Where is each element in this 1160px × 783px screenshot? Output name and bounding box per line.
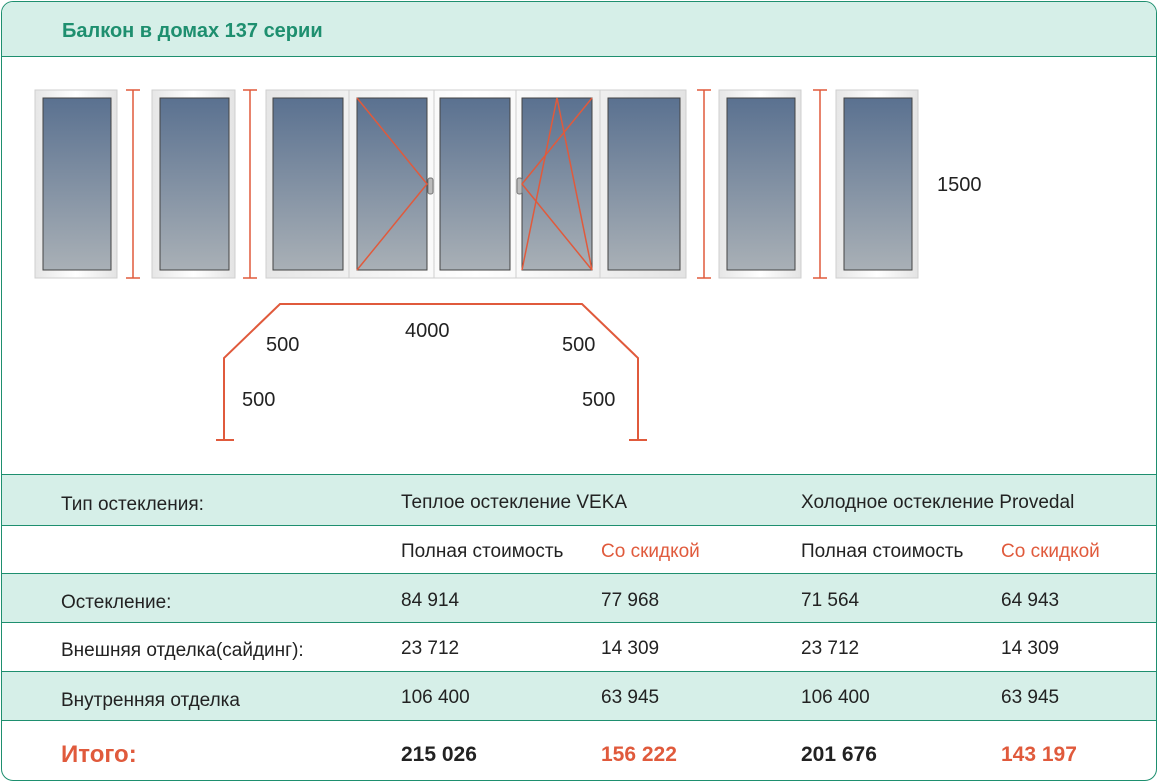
cold-title: Холодное остекление Provedal: [801, 492, 1075, 513]
diag-right-label: 500: [562, 334, 596, 356]
balcony-diagram: 1500 4000 500 500 500 500: [2, 56, 1156, 476]
warm-full-header: Полная стоимость: [401, 541, 564, 562]
windows-drawing: [34, 89, 919, 441]
row-label: Остекление:: [61, 592, 172, 613]
warm-disc-header: Со скидкой: [601, 541, 700, 562]
warm-title: Теплое остекление VEKA: [401, 492, 628, 513]
height-markers: [126, 89, 827, 279]
type-label: Тип остекления:: [61, 494, 204, 515]
warm-full-value: 84 914: [401, 590, 460, 611]
cold-full-value: 23 712: [801, 638, 860, 659]
row-label: Внутренняя отделка: [61, 690, 240, 711]
cold-disc-value: 14 309: [1001, 638, 1060, 659]
side-left-label: 500: [242, 389, 276, 411]
table-total-row: Итого: 215 026 156 222 201 676 143 197: [2, 721, 1156, 780]
cold-disc-value: 64 943: [1001, 590, 1060, 611]
warm-disc-value: 14 309: [601, 638, 660, 659]
page-title: Балкон в домах 137 серии: [62, 20, 323, 42]
cold-disc-total: 143 197: [1001, 743, 1077, 766]
table-row: Внутренняя отделка 106 400 63 945 106 40…: [2, 671, 1156, 721]
cold-full-header: Полная стоимость: [801, 541, 964, 562]
warm-full-value: 23 712: [401, 638, 460, 659]
cold-full-value: 71 564: [801, 590, 860, 611]
warm-full-value: 106 400: [401, 687, 470, 708]
window-side-left-1: [34, 89, 118, 279]
table-type-row: Тип остекления: Теплое остекление VEKA Х…: [2, 474, 1156, 526]
warm-full-total: 215 026: [401, 743, 477, 766]
card-header: Балкон в домах 137 серии: [2, 2, 1156, 57]
table-subheader-row: Полная стоимость Со скидкой Полная стоим…: [2, 526, 1156, 574]
cold-disc-value: 63 945: [1001, 687, 1060, 708]
window-side-right-2: [835, 89, 919, 279]
table-row: Внешняя отделка(сайдинг): 23 712 14 309 …: [2, 623, 1156, 671]
cold-disc-header: Со скидкой: [1001, 541, 1100, 562]
warm-disc-value: 63 945: [601, 687, 660, 708]
front-length-label: 4000: [405, 320, 450, 342]
window-side-right-1: [718, 89, 802, 279]
height-label: 1500: [937, 174, 982, 196]
window-front: [265, 89, 687, 279]
table-row: Остекление: 84 914 77 968 71 564 64 943: [2, 573, 1156, 623]
balcony-plan-outline: [223, 303, 639, 440]
side-right-label: 500: [582, 389, 616, 411]
diag-left-label: 500: [266, 334, 300, 356]
row-label: Внешняя отделка(сайдинг):: [61, 640, 304, 661]
warm-disc-total: 156 222: [601, 743, 677, 766]
total-label: Итого:: [61, 741, 137, 768]
window-side-left-2: [151, 89, 236, 279]
warm-disc-value: 77 968: [601, 590, 660, 611]
cold-full-value: 106 400: [801, 687, 870, 708]
cold-full-total: 201 676: [801, 743, 877, 766]
